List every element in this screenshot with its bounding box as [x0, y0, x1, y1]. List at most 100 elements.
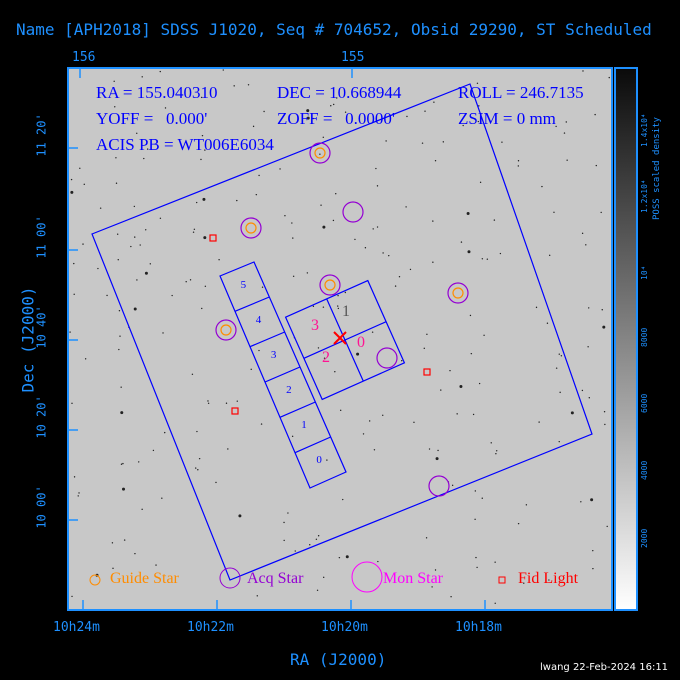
star [201, 134, 204, 137]
star [78, 492, 80, 494]
star [478, 382, 481, 385]
star [606, 525, 608, 528]
star [560, 355, 563, 357]
star [477, 120, 480, 123]
star [215, 481, 217, 484]
star [413, 421, 415, 424]
star [306, 272, 309, 274]
star [338, 556, 341, 559]
star [141, 508, 143, 511]
star [195, 467, 197, 469]
star [82, 243, 84, 245]
star [467, 250, 471, 254]
chip-label: 1 [342, 303, 350, 320]
chip-divider [264, 366, 301, 383]
star [225, 402, 228, 404]
guide-star-marker [314, 147, 326, 159]
left-tick: 11 20' [34, 113, 49, 157]
star [376, 226, 379, 228]
star [238, 514, 242, 518]
star [322, 576, 325, 579]
star [71, 595, 73, 598]
star [572, 87, 574, 89]
star [145, 229, 147, 231]
colorbar [614, 67, 638, 611]
star [204, 285, 207, 287]
star [73, 476, 76, 478]
star [141, 76, 143, 78]
star [195, 201, 198, 204]
star [456, 413, 458, 415]
chip-divider [279, 401, 316, 418]
star [345, 555, 349, 559]
star [185, 281, 187, 283]
acq-star-marker [342, 201, 364, 223]
star [84, 358, 87, 360]
bottom-tick: 10h18m [455, 620, 502, 635]
star [250, 368, 252, 371]
star [376, 185, 379, 187]
star [373, 449, 376, 451]
legend-fid: Fid Light [518, 570, 579, 587]
star [421, 142, 424, 144]
star [117, 259, 119, 261]
star [424, 110, 426, 112]
star [322, 306, 325, 308]
star [382, 252, 384, 254]
star [317, 347, 320, 349]
top-tick: 156 [72, 50, 96, 65]
star [73, 262, 75, 265]
star [73, 293, 75, 295]
star [312, 305, 315, 308]
star [123, 539, 126, 541]
star [601, 309, 603, 311]
star [236, 400, 238, 402]
star [428, 448, 431, 450]
star [476, 82, 479, 85]
acis-i-chips [284, 279, 406, 401]
star [111, 542, 114, 544]
star [377, 560, 379, 563]
star [204, 149, 206, 151]
star [558, 440, 560, 443]
star [309, 544, 311, 546]
star [587, 346, 589, 348]
star [263, 110, 265, 113]
star [287, 512, 289, 514]
star [122, 462, 124, 465]
colorbar-tick: 10⁴ [640, 265, 649, 280]
star [222, 69, 224, 71]
star [317, 535, 320, 537]
star [315, 538, 318, 541]
star [559, 391, 561, 394]
star [255, 193, 258, 196]
star [336, 97, 338, 99]
star [603, 411, 606, 413]
page-title: Name [APH2018] SDSS J1020, Seq # 704652,… [16, 20, 652, 39]
star [118, 309, 121, 312]
star [323, 357, 326, 359]
star [385, 140, 387, 142]
chip-divider [249, 331, 285, 348]
star [247, 84, 250, 86]
chip-divider [234, 296, 270, 312]
star [525, 504, 528, 506]
star [122, 487, 126, 491]
colorbar-tick: 2000 [640, 528, 649, 548]
star [258, 349, 260, 352]
chip-label: 1 [301, 419, 307, 432]
star [146, 148, 149, 150]
star [159, 70, 161, 73]
star [555, 367, 558, 369]
star [120, 386, 122, 388]
star [434, 159, 437, 162]
star [294, 550, 296, 552]
chip-label: 4 [255, 313, 262, 326]
star [279, 168, 281, 170]
star [585, 244, 587, 246]
star [523, 582, 525, 584]
star [79, 167, 81, 169]
star [69, 331, 71, 333]
star [113, 80, 115, 82]
